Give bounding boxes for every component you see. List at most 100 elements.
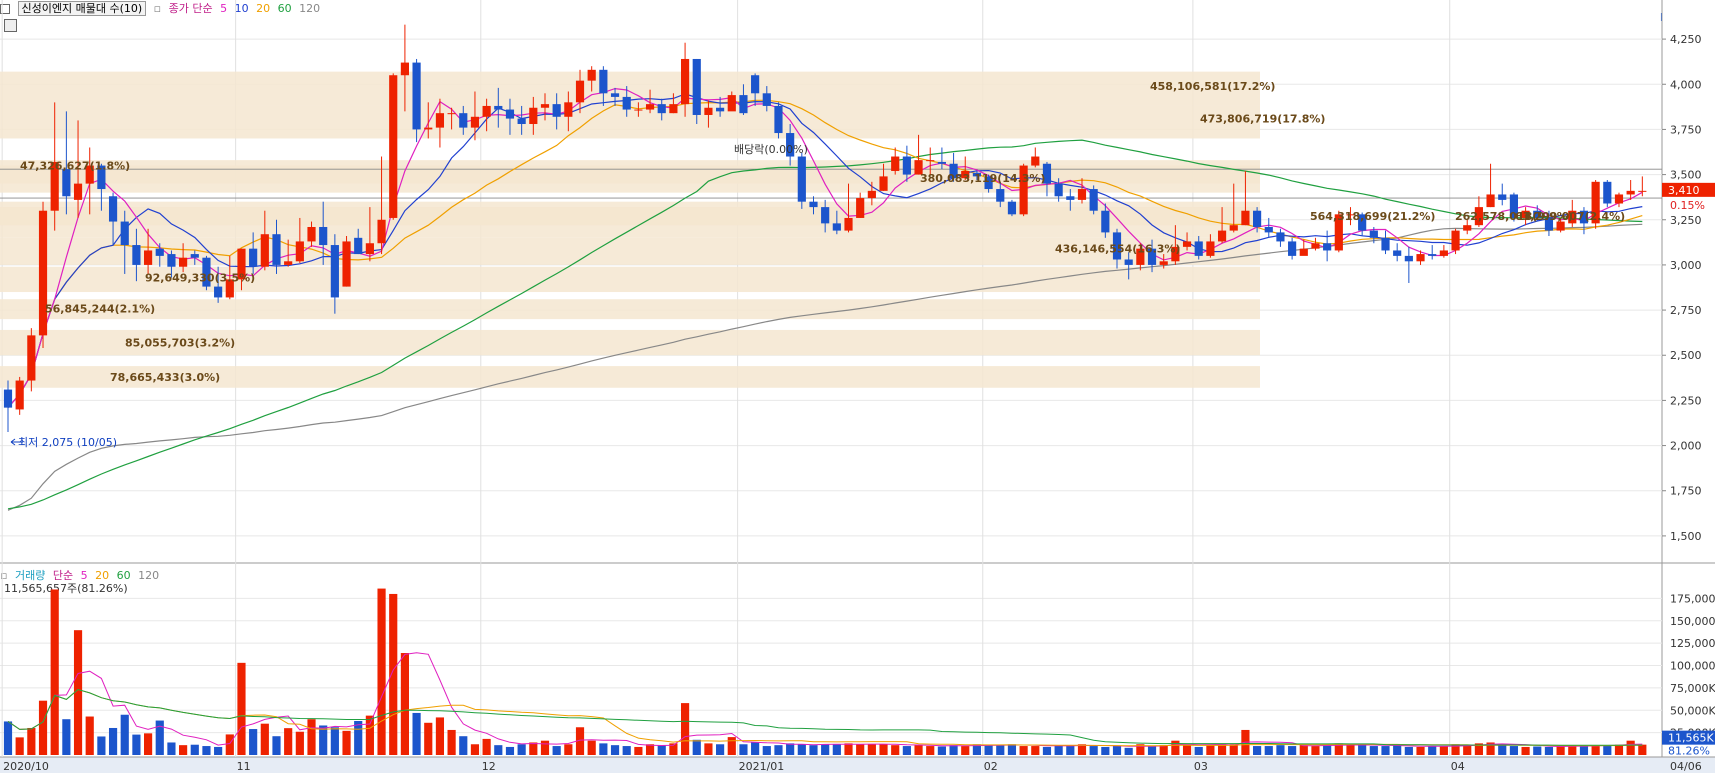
volume-bar [680, 703, 690, 755]
volume-bar [85, 716, 94, 755]
date-tick-label: 02 [984, 760, 998, 773]
candle-body [587, 69, 596, 81]
volume-bar [774, 745, 783, 755]
candle-body [330, 245, 339, 298]
volume-profile-label: 262,578,018(9.9%) [1455, 210, 1573, 223]
volume-bar [1334, 743, 1343, 755]
ma-period-10: 10 [234, 2, 249, 15]
candle-body [412, 62, 421, 130]
date-tick-label: 04 [1451, 760, 1465, 773]
price-tick-label: 2,250 [1670, 394, 1702, 407]
volume-bar [284, 728, 293, 755]
candle-body [575, 80, 585, 103]
volume-profile-label: 63,299,007(2.4%) [1515, 210, 1625, 223]
candle-body [3, 389, 13, 408]
candle-body [645, 104, 655, 110]
candle-body [1509, 194, 1519, 218]
volume-profile-band [0, 237, 1260, 265]
price-tick-label: 2,000 [1670, 440, 1702, 453]
price-tick-label: 3,250 [1670, 214, 1702, 227]
volume-bar [1579, 746, 1589, 755]
candle-body [494, 105, 503, 110]
volume-bar [1229, 744, 1238, 755]
ma-legend: ▫ 종가 단순 5 10 20 60 120 [154, 2, 324, 15]
volume-bar [1568, 745, 1577, 755]
candle-body [377, 219, 386, 244]
volume-bar [260, 723, 269, 755]
volume-bar [1089, 746, 1098, 755]
current-price-label: 3,410 [1668, 184, 1700, 197]
volume-bar [494, 745, 503, 755]
candle-body [540, 104, 550, 108]
volume-bar [365, 715, 374, 755]
candle-body [1451, 230, 1460, 251]
volume-bar [447, 729, 456, 755]
candle-body [1614, 194, 1624, 204]
candle-body [307, 226, 316, 242]
price-tick-label: 3,500 [1670, 169, 1702, 182]
volume-bar [1393, 745, 1402, 755]
candle-body [786, 133, 795, 157]
candle-body [1521, 210, 1530, 218]
volume-tick-label: 50,000K [1670, 704, 1715, 717]
candle-body [424, 127, 433, 130]
price-tick-label: 4,000 [1670, 78, 1702, 91]
candle-body [272, 234, 281, 265]
volume-profile-band [0, 165, 1260, 193]
volume-profile-band [0, 299, 1260, 320]
candle-body [1288, 241, 1297, 256]
settings-icon[interactable] [0, 4, 10, 14]
candle-body [972, 172, 982, 177]
candle-body [342, 241, 351, 287]
candle-body [202, 257, 211, 287]
volume-bar [517, 744, 526, 755]
volume-ma-5: 5 [80, 569, 88, 582]
price-tick-label: 4,250 [1670, 33, 1702, 46]
volume-bar [575, 727, 585, 755]
grid-toggle-icon[interactable] [4, 19, 17, 32]
candle-body [167, 254, 176, 267]
candle-body [1346, 214, 1355, 216]
price-legend: 신성이엔지 매물대 수(10) ▫ 종가 단순 5 10 20 60 120 [0, 0, 328, 16]
candle-body [1299, 248, 1308, 256]
candle-body [984, 176, 993, 190]
candle-body [739, 95, 748, 114]
ma-60-line [7, 139, 1643, 510]
ma-period-20: 20 [256, 2, 271, 15]
volume-bar [867, 744, 876, 755]
candle-body [856, 198, 865, 218]
volume-profile-label: 85,055,703(3.2%) [125, 337, 235, 350]
volume-tick-label: 125,000K [1670, 637, 1715, 650]
ma-legend-icon: ▫ [153, 2, 162, 15]
volume-bar [1498, 744, 1507, 755]
candle-body [961, 170, 970, 179]
volume-bar [762, 746, 771, 755]
volume-ma-20: 20 [95, 569, 110, 582]
candle-body [505, 109, 515, 119]
volume-bar [984, 745, 993, 755]
volume-bar [202, 746, 211, 755]
candle-body [879, 176, 888, 191]
candle-body [751, 75, 760, 94]
volume-tick-label: 75,000K [1670, 682, 1715, 695]
ma-period-60: 60 [277, 2, 292, 15]
volume-ma-60-line [7, 688, 1643, 746]
candle-body [797, 156, 806, 202]
candle-body [179, 257, 188, 267]
volume-bar [1007, 744, 1017, 755]
price-tick-label: 3,750 [1670, 123, 1702, 136]
axis-background [1662, 0, 1715, 773]
candle-body [354, 237, 363, 255]
candle-body [155, 248, 164, 256]
candle-body [1241, 210, 1250, 226]
candle-body [1229, 225, 1238, 231]
ma-period-5: 5 [220, 2, 228, 15]
volume-bar [996, 745, 1005, 755]
volume-bar [1591, 745, 1600, 755]
ma-period-120: 120 [299, 2, 321, 15]
candle-body [1591, 181, 1600, 224]
candle-body [821, 207, 830, 224]
chart-title[interactable]: 신성이엔지 매물대 수(10) [17, 1, 147, 16]
ma-10-line [7, 93, 1643, 408]
